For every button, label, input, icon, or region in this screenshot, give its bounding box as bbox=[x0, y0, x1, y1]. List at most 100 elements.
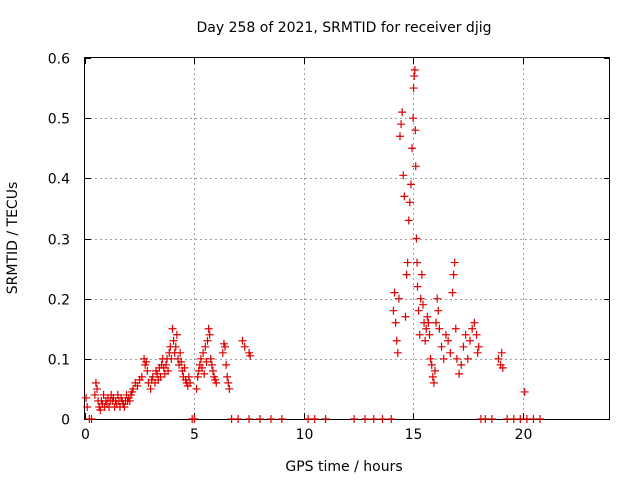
data-point bbox=[200, 369, 209, 378]
data-point bbox=[186, 378, 194, 387]
data-point bbox=[99, 390, 108, 399]
y-tick-label: 0.1 bbox=[48, 353, 70, 369]
data-point bbox=[378, 415, 387, 423]
data-point bbox=[164, 366, 173, 375]
y-tick-label: 0.2 bbox=[48, 293, 70, 309]
data-point bbox=[206, 354, 215, 363]
data-point bbox=[222, 360, 231, 369]
data-point bbox=[437, 342, 446, 351]
data-point bbox=[277, 415, 286, 423]
y-tick-label: 0.4 bbox=[48, 172, 70, 188]
data-point bbox=[432, 318, 441, 327]
data-point bbox=[413, 282, 422, 291]
y-tick-label: 0.6 bbox=[48, 52, 70, 68]
data-point bbox=[426, 354, 435, 363]
data-point bbox=[409, 114, 418, 123]
data-point bbox=[459, 342, 468, 351]
data-point bbox=[169, 336, 178, 345]
data-point bbox=[470, 318, 479, 327]
data-point bbox=[369, 415, 378, 423]
data-point bbox=[463, 354, 472, 363]
data-point bbox=[87, 415, 96, 423]
data-point bbox=[184, 372, 193, 381]
data-point bbox=[449, 270, 458, 279]
x-tick-label: 20 bbox=[515, 427, 533, 443]
y-tick-label: 0 bbox=[61, 413, 70, 429]
data-point bbox=[93, 384, 102, 393]
data-point bbox=[428, 372, 437, 381]
data-point bbox=[473, 348, 482, 357]
data-point bbox=[125, 396, 134, 405]
data-point bbox=[161, 360, 170, 369]
data-point bbox=[405, 198, 414, 207]
data-point bbox=[246, 351, 255, 360]
data-point bbox=[224, 378, 233, 387]
data-point bbox=[177, 357, 186, 366]
data-point bbox=[176, 348, 185, 357]
data-point bbox=[413, 258, 422, 267]
data-point bbox=[427, 360, 436, 369]
data-point bbox=[461, 330, 470, 339]
data-point bbox=[417, 270, 426, 279]
data-point bbox=[350, 415, 359, 423]
data-point bbox=[129, 384, 138, 393]
data-point bbox=[143, 366, 152, 375]
data-point bbox=[223, 372, 232, 381]
data-point bbox=[423, 312, 432, 321]
data-point bbox=[234, 415, 243, 423]
data-point bbox=[245, 415, 254, 423]
data-point bbox=[390, 288, 399, 297]
data-point bbox=[172, 330, 181, 339]
y-axis-label: SRMTID / TECUs bbox=[5, 182, 21, 295]
data-point bbox=[487, 415, 496, 423]
data-point bbox=[266, 415, 275, 423]
data-point bbox=[83, 402, 92, 411]
data-point bbox=[494, 354, 503, 363]
data-point bbox=[212, 378, 221, 387]
data-point bbox=[199, 348, 208, 357]
data-point bbox=[451, 324, 460, 333]
data-point bbox=[401, 312, 410, 321]
data-point bbox=[96, 405, 105, 414]
data-point bbox=[396, 132, 404, 141]
data-point bbox=[408, 144, 417, 153]
data-point bbox=[444, 336, 453, 345]
data-point bbox=[498, 363, 507, 372]
data-point bbox=[409, 84, 418, 93]
y-tick-label: 0.5 bbox=[48, 112, 70, 128]
y-tick-label: 0.3 bbox=[48, 233, 70, 249]
data-point bbox=[225, 384, 234, 393]
data-point bbox=[497, 348, 506, 357]
data-point bbox=[416, 294, 425, 303]
data-point bbox=[180, 363, 189, 372]
data-point bbox=[441, 330, 450, 339]
data-point bbox=[424, 318, 433, 327]
data-point bbox=[415, 330, 424, 339]
data-point bbox=[218, 348, 227, 357]
data-point bbox=[393, 348, 402, 357]
data-point bbox=[82, 393, 91, 402]
data-point bbox=[412, 234, 421, 243]
data-point bbox=[466, 336, 474, 345]
data-point bbox=[455, 369, 464, 378]
data-point bbox=[146, 384, 155, 393]
data-point bbox=[168, 324, 177, 333]
data-point bbox=[411, 162, 420, 171]
data-point bbox=[361, 415, 369, 423]
data-point bbox=[398, 108, 407, 117]
data-point bbox=[238, 336, 247, 345]
data-point bbox=[203, 336, 212, 345]
data-point bbox=[133, 381, 142, 390]
data-point bbox=[397, 120, 406, 129]
data-point bbox=[406, 180, 415, 189]
x-tick-label: 10 bbox=[296, 427, 314, 443]
data-point bbox=[240, 342, 249, 351]
data-point bbox=[400, 192, 409, 201]
data-point bbox=[468, 324, 477, 333]
points-layer bbox=[82, 66, 544, 423]
data-point bbox=[190, 415, 199, 423]
data-point bbox=[202, 357, 211, 366]
data-point bbox=[472, 330, 481, 339]
data-point bbox=[389, 306, 398, 315]
plot-frame bbox=[84, 57, 610, 420]
